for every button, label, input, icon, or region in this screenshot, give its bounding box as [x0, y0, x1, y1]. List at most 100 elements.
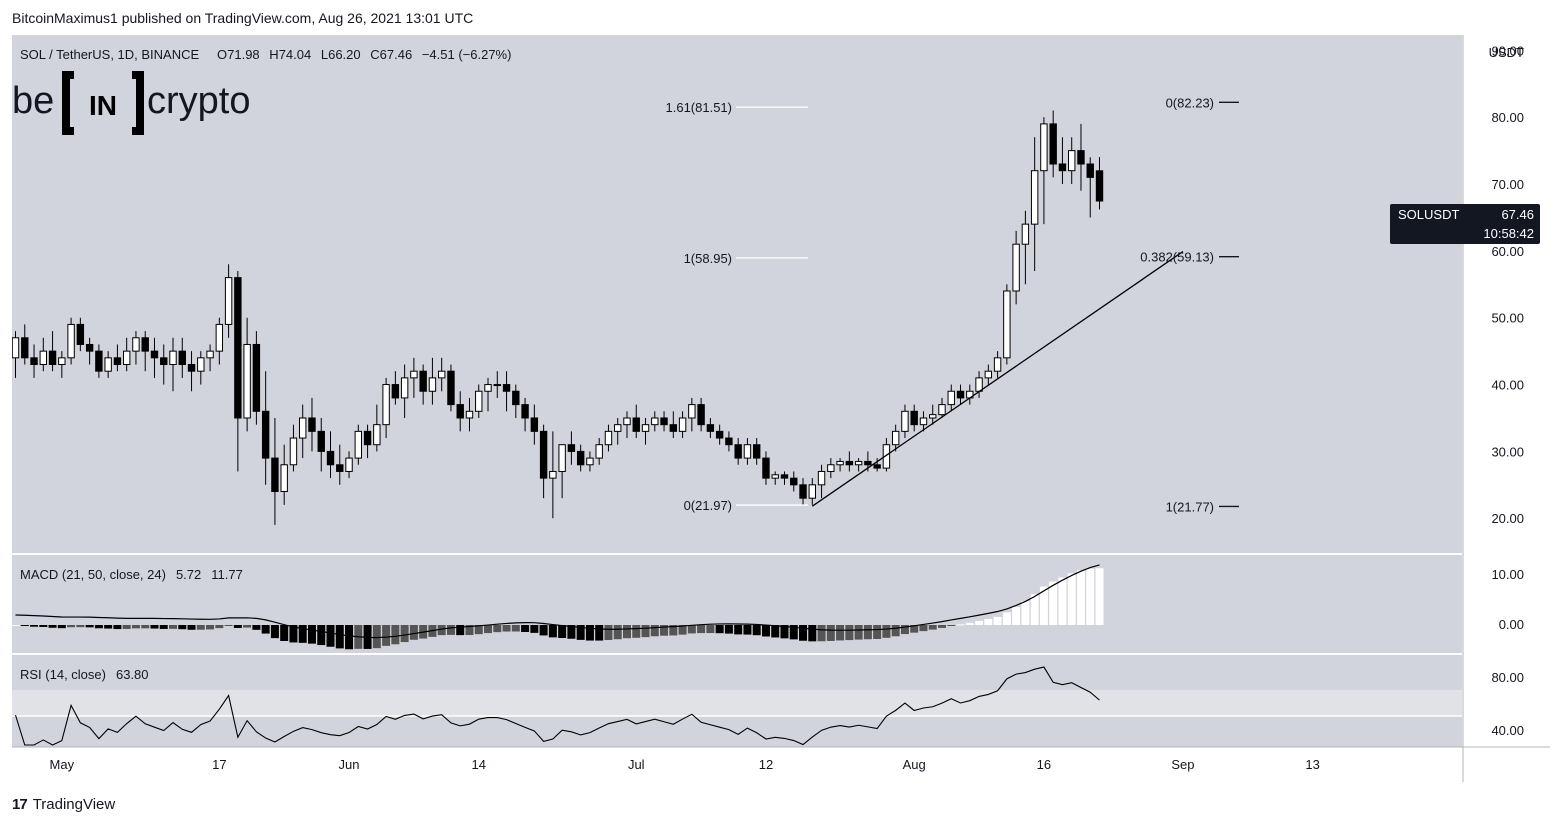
candle-body-26 — [252, 343, 261, 412]
candle-body-5 — [58, 357, 66, 366]
candle-body-97 — [910, 410, 918, 426]
legend-change: −4.51 (−6.27%) — [422, 47, 512, 62]
macd-bar-61 — [576, 625, 585, 640]
macd-bar-71 — [669, 625, 678, 636]
sub-axis: 0.00 10.00 40.00 80.00 — [1491, 567, 1524, 738]
macd-bar-6 — [67, 625, 76, 628]
x-label-16: 16 — [1037, 757, 1051, 772]
macd-bar-55 — [521, 625, 530, 632]
price-tick-30.00: 30.00 — [1491, 444, 1524, 459]
candle-body-64 — [604, 430, 613, 446]
macd-bar-30 — [289, 625, 298, 643]
candle-body-68 — [641, 424, 650, 432]
macd-bar-110 — [1030, 594, 1039, 625]
candle-body-65 — [614, 424, 622, 432]
candle-body-33 — [317, 430, 325, 452]
macd-bar-97 — [910, 625, 919, 633]
candle-body-47 — [447, 370, 455, 406]
legend-ohlc: O71.98 H74.04 L66.20 C67.46 −4.51 (−6.27… — [217, 47, 511, 62]
legend-c-label: C — [370, 47, 379, 62]
macd-bar-48 — [456, 625, 465, 636]
candle-body-109 — [1021, 223, 1030, 245]
trendline-group — [811, 251, 1184, 507]
x-label-17: 17 — [212, 757, 226, 772]
tradingview-footer[interactable]: 17 TradingView — [12, 796, 115, 813]
x-label-13: 13 — [1305, 757, 1319, 772]
candle-body-17 — [169, 350, 177, 366]
macd-bar-53 — [502, 625, 511, 632]
logo-be: be — [12, 80, 54, 122]
macd-bar-34 — [326, 625, 335, 647]
candle-body-45 — [428, 377, 437, 392]
candle-body-38 — [363, 430, 372, 446]
candle-body-61 — [576, 450, 585, 466]
macd-bar-105 — [984, 619, 993, 625]
candle-body-112 — [1049, 123, 1057, 165]
candle-body-6 — [67, 323, 75, 359]
candle-body-12 — [122, 350, 131, 366]
macd-bar-26 — [252, 625, 261, 630]
rsi-title: RSI (14, close) — [20, 667, 106, 682]
logo-bracket-right — [132, 71, 144, 135]
candle-body-53 — [502, 384, 511, 392]
macd-bar-43 — [409, 625, 418, 640]
fib-left-label-1: 1(58.95) — [684, 251, 732, 266]
candle-body-58 — [549, 470, 557, 479]
time-axis: May 17 Jun 14 Jul 12 Aug 16 Sep 13 — [50, 757, 1320, 772]
price-tick-60.00: 60.00 — [1491, 244, 1524, 259]
logo-bracket-left — [62, 71, 74, 135]
macd-bar-66 — [622, 625, 631, 639]
macd-bar-70 — [660, 625, 669, 636]
candle-body-94 — [882, 444, 891, 469]
candle-body-102 — [956, 390, 965, 399]
macd-bar-76 — [715, 625, 724, 634]
candle-body-24 — [234, 277, 242, 419]
price-chart-svg[interactable]: USDT 20.00 30.00 40.00 50.00 60.00 70.00 80.00… — [11, 35, 1550, 782]
rsi-label: RSI (14, close) 63.80 — [20, 667, 149, 682]
legend-l: 66.20 — [328, 47, 361, 62]
candle-body-83 — [780, 474, 789, 479]
macd-bar-17 — [169, 625, 178, 629]
legend-c: 67.46 — [380, 47, 413, 62]
candle-body-74 — [697, 404, 705, 426]
chart-area[interactable]: USDT 20.00 30.00 40.00 50.00 60.00 70.00 80.00… — [11, 35, 1550, 782]
publisher-line: BitcoinMaximus1 published on TradingView… — [12, 10, 474, 26]
macd-bar-60 — [567, 625, 576, 639]
candle-body-8 — [85, 343, 94, 352]
candle-body-63 — [595, 444, 603, 459]
candle-body-11 — [113, 357, 122, 366]
candle-body-31 — [299, 417, 307, 439]
candle-body-62 — [586, 457, 594, 466]
candle-body-29 — [280, 464, 288, 493]
macd-bar-74 — [697, 625, 706, 634]
macd-bar-77 — [724, 625, 733, 634]
macd-bar-27 — [261, 625, 270, 634]
candle-body-87 — [817, 470, 826, 486]
price-tick-20.00: 20.00 — [1491, 511, 1524, 526]
x-label-May: May — [50, 757, 75, 772]
candles — [11, 110, 1104, 525]
macd-bar-46 — [437, 625, 446, 636]
macd-bar-92 — [863, 625, 872, 640]
tradingview-logo-icon: 17 — [12, 796, 28, 813]
candle-body-59 — [558, 444, 566, 472]
macd-bar-72 — [678, 625, 687, 635]
candle-body-104 — [975, 377, 983, 392]
candle-body-98 — [919, 417, 928, 426]
macd-bar-94 — [882, 625, 891, 638]
x-label-12: 12 — [759, 757, 773, 772]
macd-bar-111 — [1039, 586, 1048, 625]
macd-bar-50 — [474, 625, 483, 635]
logo-in: IN — [89, 90, 117, 121]
fib-left-label-2: 0(21.97) — [684, 498, 732, 513]
x-label-Jul: Jul — [628, 757, 645, 772]
fib-levels: 1.61(81.51) 1(58.95) 0(21.97) 0(82.23) 0.382… — [666, 95, 1239, 514]
candle-body-70 — [660, 417, 668, 426]
legend-o: 71.98 — [227, 47, 260, 62]
candle-body-7 — [76, 323, 85, 345]
candle-body-115 — [1077, 150, 1085, 165]
candle-body-36 — [345, 457, 353, 472]
price-tag: SOLUSDT 67.46 10:58:42 — [1390, 204, 1540, 244]
macd-bar-96 — [900, 625, 909, 635]
macd-bar-63 — [595, 625, 604, 641]
